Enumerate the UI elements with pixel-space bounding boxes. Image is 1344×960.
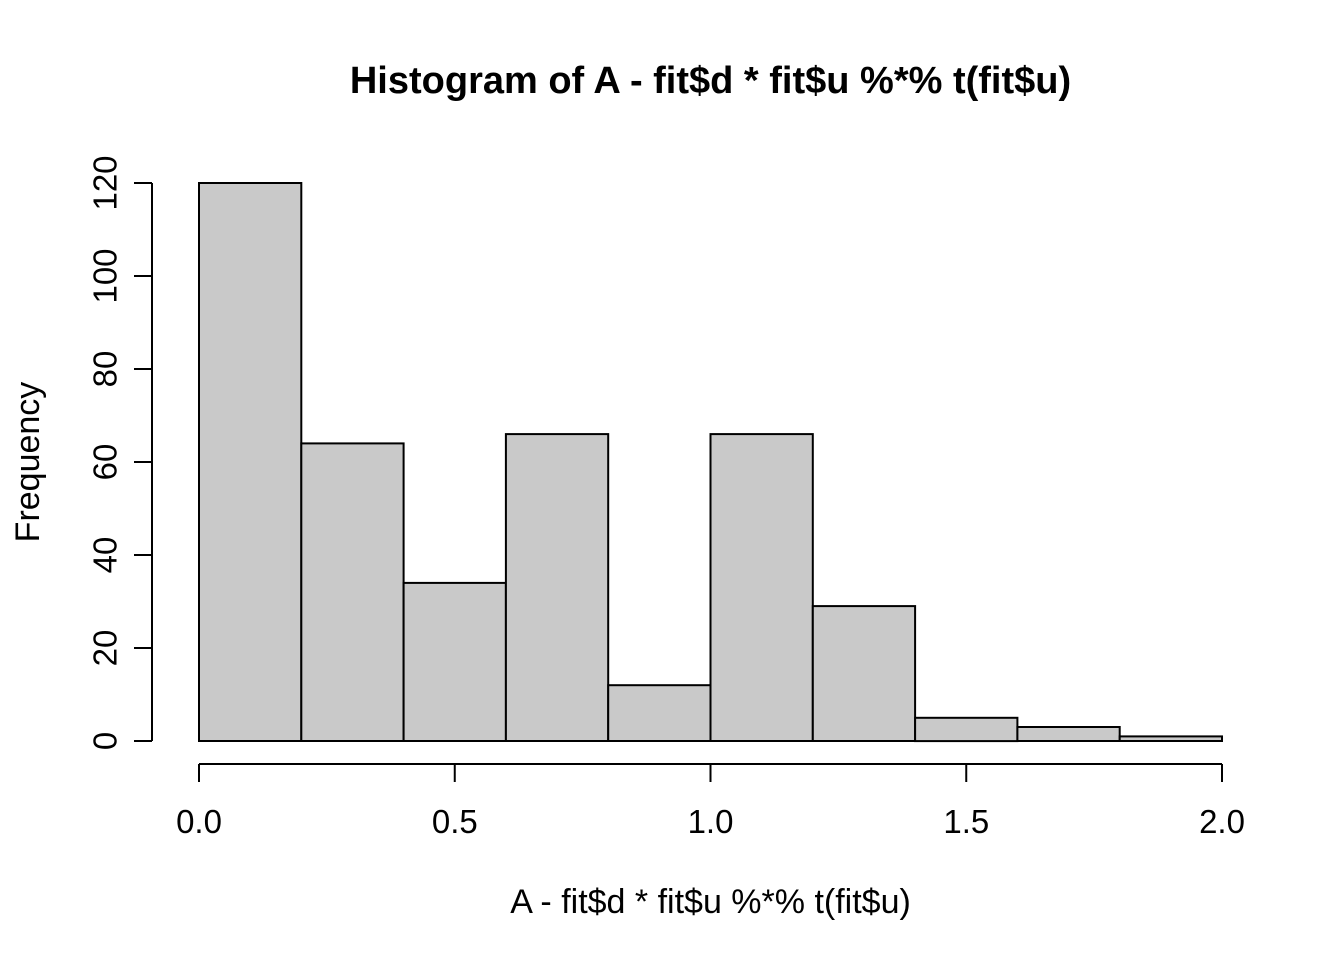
y-axis-title: Frequency xyxy=(9,381,47,543)
histogram-bar xyxy=(1016,726,1121,742)
histogram-bar xyxy=(914,716,1019,743)
y-tick-label: 80 xyxy=(87,351,124,388)
y-tick-label: 120 xyxy=(87,155,124,210)
histogram-bar xyxy=(607,684,712,743)
y-tick-label: 60 xyxy=(87,444,124,481)
histogram-bar xyxy=(811,605,917,742)
histogram-bar xyxy=(198,182,303,742)
histogram-bar xyxy=(402,581,507,743)
x-tick-label: 1.0 xyxy=(688,803,734,840)
y-tick-label: 20 xyxy=(87,630,124,667)
x-tick-label: 0.5 xyxy=(432,803,478,840)
y-tick-label: 100 xyxy=(87,248,124,303)
histogram-bar xyxy=(504,433,610,742)
x-tick-label: 0.0 xyxy=(176,803,222,840)
histogram-bar xyxy=(300,442,405,742)
y-tick-label: 40 xyxy=(87,537,124,574)
histogram-bar xyxy=(1118,735,1223,743)
x-axis-title: A - fit$d * fit$u %*% t(fit$u) xyxy=(510,883,911,921)
x-tick-label: 2.0 xyxy=(1199,803,1245,840)
histogram-bar xyxy=(709,433,814,742)
chart-title: Histogram of A - fit$d * fit$u %*% t(fit… xyxy=(349,60,1072,102)
x-tick-label: 1.5 xyxy=(943,803,989,840)
y-tick-label: 0 xyxy=(87,732,124,750)
